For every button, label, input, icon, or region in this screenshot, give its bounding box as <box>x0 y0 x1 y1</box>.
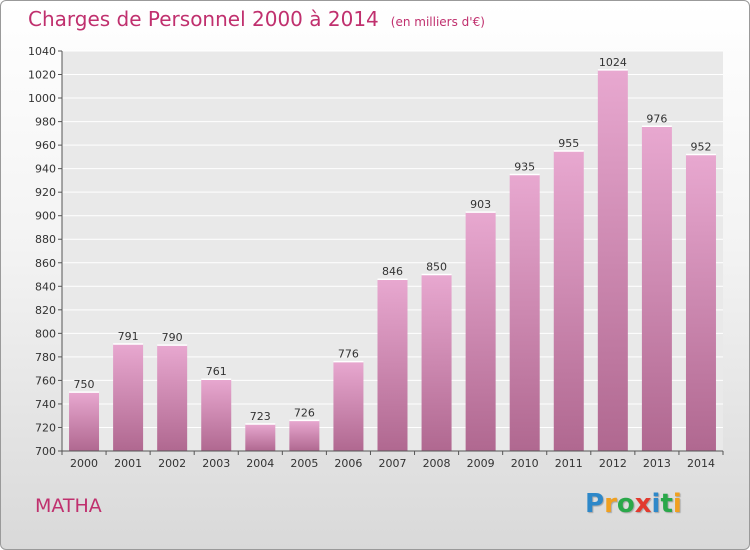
y-tick-label: 740 <box>35 398 56 411</box>
y-tick-label: 880 <box>35 233 56 246</box>
bar <box>509 174 540 451</box>
x-tick-label: 2010 <box>511 457 539 470</box>
y-tick-label: 720 <box>35 421 56 434</box>
x-tick-label: 2013 <box>643 457 671 470</box>
chart-title: Charges de Personnel 2000 à 2014 (en mill… <box>28 7 485 31</box>
x-tick-label: 2012 <box>599 457 627 470</box>
bar-value-label: 723 <box>250 410 271 423</box>
y-tick-label: 920 <box>35 186 56 199</box>
x-tick-label: 2011 <box>555 457 583 470</box>
bar-value-label: 976 <box>646 112 667 125</box>
y-tick-label: 1000 <box>28 92 56 105</box>
bar-value-label: 850 <box>426 261 447 274</box>
y-tick-label: 980 <box>35 116 56 129</box>
bar-value-label: 846 <box>382 265 403 278</box>
x-tick-label: 2009 <box>467 457 495 470</box>
logo-letter: o <box>616 489 635 519</box>
x-tick-label: 2000 <box>70 457 98 470</box>
logo-letter: i <box>651 489 661 519</box>
x-tick-label: 2006 <box>334 457 362 470</box>
bar-value-label: 790 <box>162 331 183 344</box>
bar-value-label: 903 <box>470 198 491 211</box>
y-tick-label: 780 <box>35 351 56 364</box>
bar <box>245 423 276 451</box>
bar <box>465 212 496 451</box>
y-tick-label: 1040 <box>28 45 56 58</box>
bar <box>377 279 408 451</box>
bar <box>597 69 628 451</box>
x-tick-label: 2008 <box>423 457 451 470</box>
bar <box>289 420 320 451</box>
bar <box>553 151 584 451</box>
logo-letter: i <box>672 489 682 519</box>
bar <box>685 154 716 451</box>
bar-value-label: 791 <box>118 330 139 343</box>
bar <box>113 343 144 451</box>
chart-title-text: Charges de Personnel 2000 à 2014 <box>28 7 379 31</box>
logo-letter: x <box>634 489 652 519</box>
logo-letter: r <box>604 489 617 519</box>
y-axis: 700 720 740 760 780 800 820 840 860 880 900 920 940 9… <box>28 45 63 458</box>
x-tick-label: 2007 <box>379 457 407 470</box>
bar-value-label: 761 <box>206 365 227 378</box>
x-tick-label: 2002 <box>158 457 186 470</box>
y-tick-label: 840 <box>35 280 56 293</box>
bar <box>641 126 672 451</box>
y-tick-label: 900 <box>35 210 56 223</box>
x-tick-label: 2003 <box>202 457 230 470</box>
bar-value-label: 955 <box>558 137 579 150</box>
bar-value-label: 952 <box>690 141 711 154</box>
x-axis: 2000 2001 2002 2003 2004 2005 2006 2007 2008 2009… <box>61 450 724 470</box>
y-tick-label: 940 <box>35 163 56 176</box>
bar <box>201 379 232 451</box>
y-tick-label: 800 <box>35 327 56 340</box>
chart-subtitle: (en milliers d'€) <box>390 15 485 29</box>
logo-letter: P <box>585 489 605 519</box>
bar <box>333 361 364 451</box>
bar-value-label: 935 <box>514 161 535 174</box>
y-tick-label: 700 <box>35 445 56 458</box>
bar <box>69 392 100 451</box>
logo-letter: t <box>660 489 673 519</box>
y-tick-label: 860 <box>35 257 56 270</box>
x-tick-label: 2005 <box>290 457 318 470</box>
x-tick-label: 2004 <box>246 457 274 470</box>
proxiti-logo: Proxiti <box>585 489 682 519</box>
x-tick-label: 2014 <box>687 457 715 470</box>
bar-value-label: 776 <box>338 348 359 361</box>
x-tick-label: 2001 <box>114 457 142 470</box>
y-tick-label: 1020 <box>28 69 56 82</box>
bar-value-label: 750 <box>74 378 95 391</box>
bar-value-label: 726 <box>294 406 315 419</box>
bar <box>157 345 188 451</box>
bar-value-label: 1024 <box>599 56 627 69</box>
y-tick-label: 820 <box>35 304 56 317</box>
town-name: MATHA <box>35 495 102 517</box>
bars: 750 791 790 761 723 726 776 846 850 903 935 955 1024… <box>69 56 716 451</box>
y-tick-label: 960 <box>35 139 56 152</box>
y-tick-label: 760 <box>35 374 56 387</box>
bar <box>421 274 452 451</box>
